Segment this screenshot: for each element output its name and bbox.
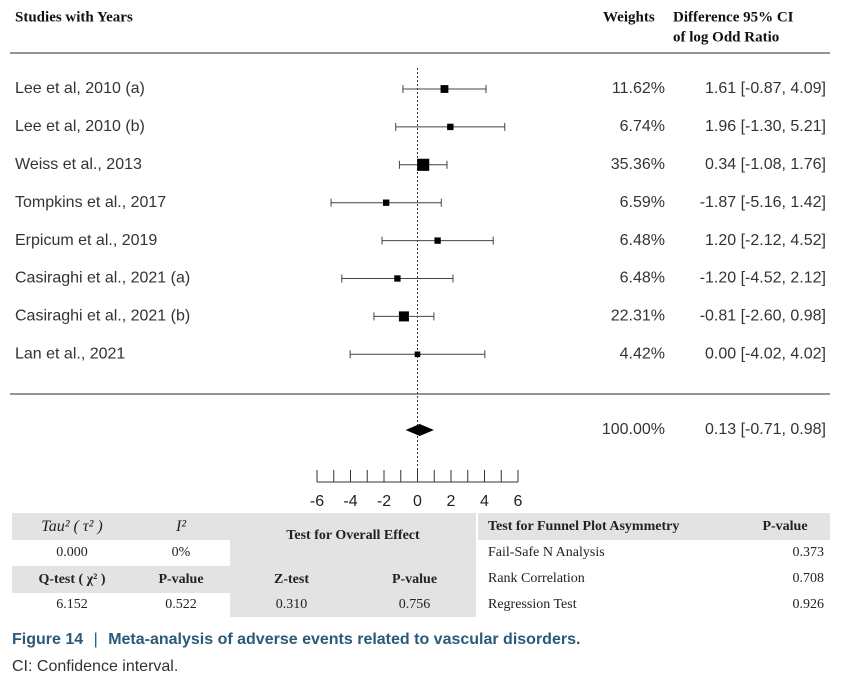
ci-label: 1.96 [-1.30, 5.21]	[705, 118, 826, 135]
funnel-p-value: 0.926	[792, 597, 825, 612]
study-label: Lan et al., 2021	[15, 346, 125, 363]
ci-label: -0.81 [-2.60, 0.98]	[700, 308, 826, 325]
q-value: 6.152	[56, 597, 88, 612]
q-header: Q-test ( χ² )	[38, 571, 106, 587]
point-estimate	[394, 275, 401, 282]
z-header: Z-test	[274, 571, 309, 587]
ci-header: Difference 95% CI	[673, 9, 794, 25]
x-tick-label: 6	[514, 493, 523, 510]
funnel-p-header: P-value	[762, 518, 808, 534]
weight-label: 6.59%	[620, 194, 665, 211]
funnel-p-value: 0.373	[792, 545, 825, 560]
p-header: P-value	[158, 571, 204, 587]
x-tick-label: -2	[377, 493, 391, 510]
study-label: Weiss et al., 2013	[15, 156, 142, 173]
point-estimate	[398, 311, 409, 322]
ci-label: 1.20 [-2.12, 4.52]	[705, 232, 826, 249]
study-label: Erpicum et al., 2019	[15, 232, 157, 249]
caption-separator: |	[93, 631, 98, 648]
caption-label: Figure 14	[12, 631, 84, 648]
x-tick-label: 0	[413, 493, 422, 510]
caption-title: Meta-analysis of adverse events related …	[108, 631, 581, 648]
point-estimate	[417, 158, 430, 171]
overall-title: Test for Overall Effect	[286, 528, 420, 543]
funnel-test: Rank Correlation	[488, 571, 585, 586]
weight-label: 4.42%	[620, 346, 665, 363]
point-estimate	[434, 237, 441, 244]
study-header: Studies with Years	[15, 9, 133, 25]
ci-label: 1.61 [-0.87, 4.09]	[705, 80, 826, 97]
summary-diamond	[405, 424, 434, 436]
i-value: 0%	[171, 545, 191, 560]
weight-label: 6.74%	[620, 118, 665, 135]
summary-ci: 0.13 [-0.71, 0.98]	[705, 421, 826, 438]
weight-label: 11.62%	[612, 80, 665, 97]
ci-label: -1.20 [-4.52, 2.12]	[700, 270, 826, 287]
point-estimate	[414, 351, 421, 358]
study-label: Lee et al, 2010 (a)	[15, 80, 145, 97]
x-tick-label: 4	[480, 493, 489, 510]
point-estimate	[382, 199, 390, 206]
ci-label: -1.87 [-5.16, 1.42]	[700, 194, 826, 211]
ci-header: of log Odd Ratio	[673, 29, 779, 45]
ci-label: 0.34 [-1.08, 1.76]	[705, 156, 826, 173]
x-tick-label: -6	[310, 493, 324, 510]
point-estimate	[440, 85, 449, 93]
weight-header: Weights	[603, 9, 655, 25]
weight-label: 35.36%	[611, 156, 665, 173]
weight-label: 6.48%	[620, 270, 665, 287]
caption-note: CI: Confidence interval.	[12, 658, 179, 675]
study-label: Casiraghi et al., 2021 (a)	[15, 270, 190, 287]
p-header: P-value	[391, 571, 438, 587]
ci-label: 0.00 [-4.02, 4.02]	[705, 346, 826, 363]
weight-label: 6.48%	[620, 232, 665, 249]
study-label: Tompkins et al., 2017	[15, 194, 166, 211]
weight-label: 22.31%	[611, 308, 665, 325]
point-estimate	[447, 123, 454, 131]
study-label: Lee et al, 2010 (b)	[15, 118, 145, 135]
tau-value: 0.000	[56, 545, 88, 560]
summary-weight: 100.00%	[602, 421, 665, 438]
i-header: I²	[175, 517, 187, 535]
z-value: 0.310	[275, 597, 308, 612]
tau-header: Tau² ( τ² )	[41, 517, 103, 535]
caption: Figure 14 | Meta-analysis of adverse eve…	[12, 631, 580, 649]
funnel-test: Fail-Safe N Analysis	[488, 545, 605, 560]
funnel-title: Test for Funnel Plot Asymmetry	[488, 518, 680, 534]
forest-plot: Studies with Years Weights Difference 95…	[10, 9, 830, 510]
funnel-test: Regression Test	[488, 597, 577, 612]
p-value: 0.522	[165, 597, 197, 612]
x-tick-label: -4	[343, 493, 357, 510]
p-value: 0.756	[398, 597, 431, 612]
funnel-p-value: 0.708	[792, 571, 825, 586]
study-label: Casiraghi et al., 2021 (b)	[15, 308, 190, 325]
x-tick-label: 2	[447, 493, 456, 510]
